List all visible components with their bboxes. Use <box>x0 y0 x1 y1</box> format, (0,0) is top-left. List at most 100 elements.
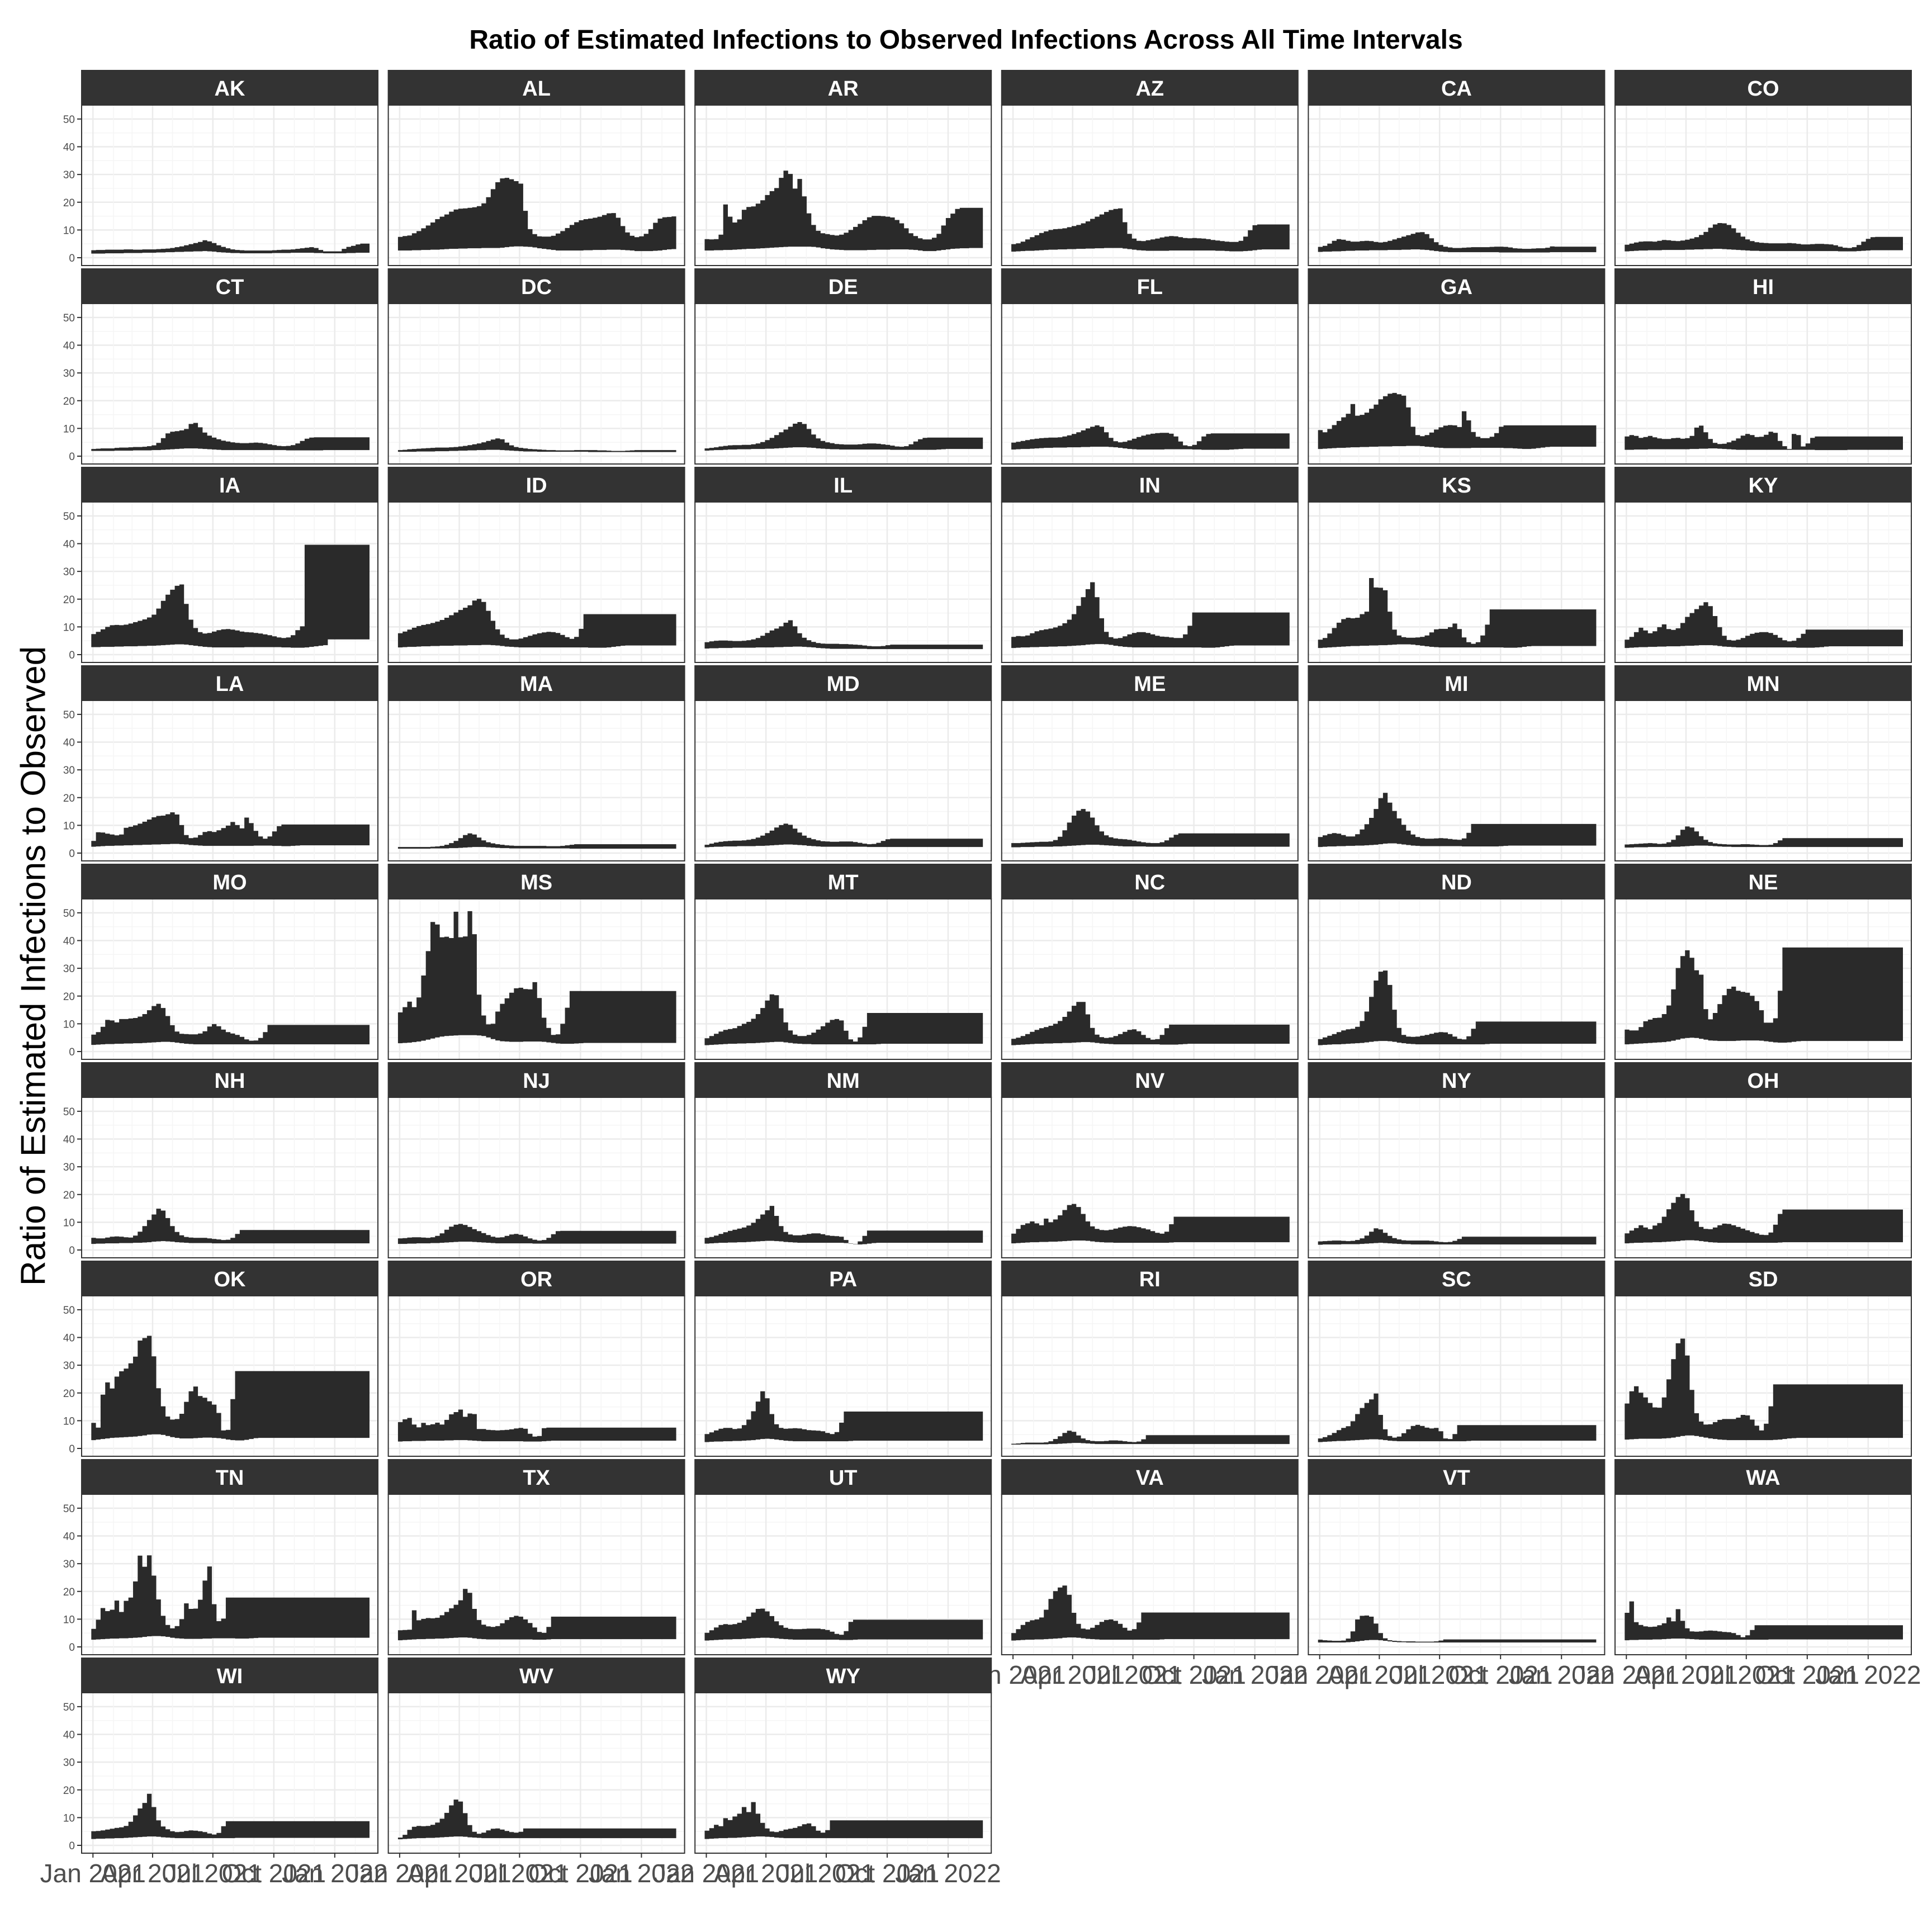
y-tick-label: 20 <box>63 1587 75 1598</box>
y-tick-label: 0 <box>69 451 75 463</box>
panel-la: LA 0 10 20 30 40 50 <box>63 665 378 861</box>
y-tick-label: 30 <box>63 765 75 776</box>
panel-border <box>387 105 685 266</box>
y-tick-label: 10 <box>63 1217 75 1229</box>
panel-ny: NY <box>1308 1062 1606 1258</box>
panel-border <box>1614 1097 1912 1258</box>
strip-background <box>1614 1062 1912 1098</box>
ratio-band <box>1318 1228 1597 1245</box>
strip-background <box>694 864 992 899</box>
strip-background <box>1001 1261 1299 1296</box>
strip-background <box>1308 1459 1606 1495</box>
y-tick-label: 0 <box>69 1046 75 1058</box>
strip-background <box>81 70 378 106</box>
y-tick-label: 10 <box>63 1415 75 1427</box>
ratio-band <box>1625 602 1903 648</box>
strip-background <box>387 864 685 899</box>
y-tick-label: 0 <box>69 650 75 661</box>
panel-nj: NJ <box>387 1062 685 1258</box>
strip-label: WA <box>1746 1466 1780 1490</box>
strip-label: FL <box>1137 276 1163 299</box>
ratio-band <box>91 544 370 648</box>
panel-ky: KY <box>1614 467 1912 663</box>
ratio-band <box>91 1336 370 1441</box>
strip-label: ID <box>526 474 547 498</box>
panel-ms: MS <box>387 864 685 1060</box>
y-tick-label: 40 <box>63 1730 75 1741</box>
panel-nc: NC <box>1001 864 1299 1060</box>
y-tick-label: 30 <box>63 566 75 578</box>
strip-label: MS <box>520 871 552 894</box>
y-tick-label: 40 <box>63 1531 75 1543</box>
panel-background <box>1615 105 1911 266</box>
strip-background <box>1308 467 1606 503</box>
strip-label: NV <box>1135 1069 1164 1093</box>
ratio-band <box>1011 1204 1290 1244</box>
y-tick-label: 20 <box>63 396 75 408</box>
y-tick-label: 10 <box>63 1019 75 1030</box>
x-tick-label: Jul 2021 <box>471 1859 568 1888</box>
x-tick-label: Jan 2021 <box>1574 1660 1679 1689</box>
panel-pa: PA <box>694 1261 992 1457</box>
strip-label: SC <box>1442 1268 1471 1291</box>
ratio-band <box>1011 809 1290 847</box>
strip-background <box>387 1062 685 1098</box>
panel-border <box>1001 1494 1299 1655</box>
strip-label: MO <box>212 871 247 894</box>
x-tick-label: Jan 2022 <box>1202 1660 1308 1689</box>
ratio-band <box>704 422 983 451</box>
y-tick-label: 40 <box>63 340 75 352</box>
panel-border <box>387 1692 685 1854</box>
panel-mi: MI <box>1308 665 1606 861</box>
strip-label: MA <box>520 673 553 696</box>
strip-background <box>1001 1459 1299 1495</box>
panel-nh: NH 0 10 20 30 40 50 <box>63 1062 378 1258</box>
strip-label: DC <box>521 276 552 299</box>
x-tick-label: Apr 2021 <box>714 1859 818 1888</box>
ratio-band <box>91 1555 370 1640</box>
x-tick-label: Apr 2021 <box>1327 1660 1432 1689</box>
x-tick-label: Jan 2021 <box>1267 1660 1372 1689</box>
y-tick-label: 40 <box>63 1134 75 1146</box>
y-tick-label: 40 <box>63 539 75 551</box>
ratio-band <box>1625 425 1903 451</box>
ratio-band <box>1011 208 1290 252</box>
x-tick-label: Jul 2021 <box>1085 1660 1182 1689</box>
strip-label: SD <box>1749 1268 1778 1291</box>
strip-background <box>81 1658 378 1693</box>
x-tick-label: Jul 2021 <box>164 1859 262 1888</box>
panel-border <box>694 303 992 465</box>
panel-border <box>1001 105 1299 266</box>
strip-background <box>694 268 992 304</box>
ratio-band <box>704 1206 983 1245</box>
panel-ok: OK 0 10 20 30 40 50 <box>63 1261 378 1457</box>
panel-background <box>1308 1097 1605 1258</box>
x-tick-label: Jan 2022 <box>589 1859 694 1888</box>
strip-background <box>387 70 685 106</box>
strip-background <box>694 1261 992 1296</box>
strip-label: CT <box>216 276 244 299</box>
panel-ks: KS <box>1308 467 1606 663</box>
ratio-band <box>91 423 370 451</box>
panel-border <box>694 501 992 663</box>
strip-label: CA <box>1441 77 1472 101</box>
panel-border <box>694 1494 992 1655</box>
panel-border <box>1614 105 1912 266</box>
x-tick-label: Apr 2021 <box>407 1859 512 1888</box>
panel-border <box>1001 700 1299 861</box>
ratio-band <box>1625 1601 1903 1641</box>
y-tick-label: 20 <box>63 594 75 606</box>
y-tick-label: 40 <box>63 1333 75 1344</box>
panel-border <box>1308 1295 1606 1457</box>
strip-background <box>1001 70 1299 106</box>
panel-border <box>1308 501 1606 663</box>
x-tick-label: Apr 2021 <box>101 1859 205 1888</box>
ratio-band <box>1011 1002 1290 1045</box>
y-tick-label: 50 <box>63 312 75 324</box>
strip-label: OR <box>520 1268 552 1291</box>
x-tick-label: Jul 2021 <box>1698 1660 1795 1689</box>
panel-ia: IA 0 10 20 30 40 50 <box>63 467 378 663</box>
ratio-band <box>704 171 983 252</box>
